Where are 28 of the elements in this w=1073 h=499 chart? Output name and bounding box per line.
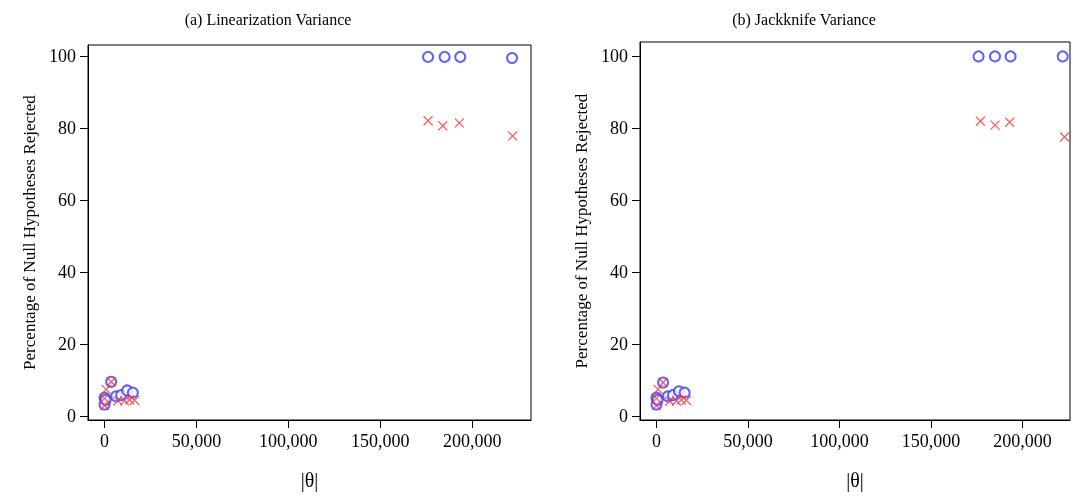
x-tick-label: 150,000	[351, 431, 410, 451]
y-tick-label: 80	[58, 117, 76, 138]
y-tick-label: 100	[601, 46, 628, 67]
chart-title: (b) Jackknife Variance	[732, 10, 876, 29]
x-tick-label: 200,000	[993, 431, 1052, 451]
x-tick-label: 0	[100, 431, 110, 451]
y-tick-label: 20	[58, 334, 76, 355]
x-axis-title: |θ|	[300, 469, 319, 492]
chart-title: (a) Linearization Variance	[184, 10, 352, 29]
x-tick-label: 100,000	[259, 431, 318, 451]
y-tick-label: 100	[49, 45, 76, 66]
y-tick-label: 40	[58, 262, 76, 283]
y-tick-label: 0	[67, 406, 76, 427]
x-tick-label: 150,000	[901, 431, 961, 451]
y-tick-label: 80	[610, 118, 628, 139]
y-tick-label: 60	[610, 190, 628, 211]
y-tick-label: 60	[58, 190, 76, 211]
x-tick-label: 50,000	[171, 431, 222, 451]
x-tick-label: 100,000	[810, 431, 869, 451]
y-tick-label: 0	[619, 406, 628, 427]
x-tick-label: 0	[651, 431, 661, 451]
x-tick-label: 50,000	[723, 431, 773, 451]
y-tick-label: 40	[610, 262, 628, 283]
x-axis-title: |θ|	[846, 469, 864, 492]
y-axis-title: Percentage of Null Hypotheses Rejected	[572, 93, 592, 369]
y-axis-title: Percentage of Null Hypotheses Rejected	[20, 94, 40, 370]
y-tick-label: 20	[610, 334, 628, 355]
x-tick-label: 200,000	[442, 431, 502, 451]
